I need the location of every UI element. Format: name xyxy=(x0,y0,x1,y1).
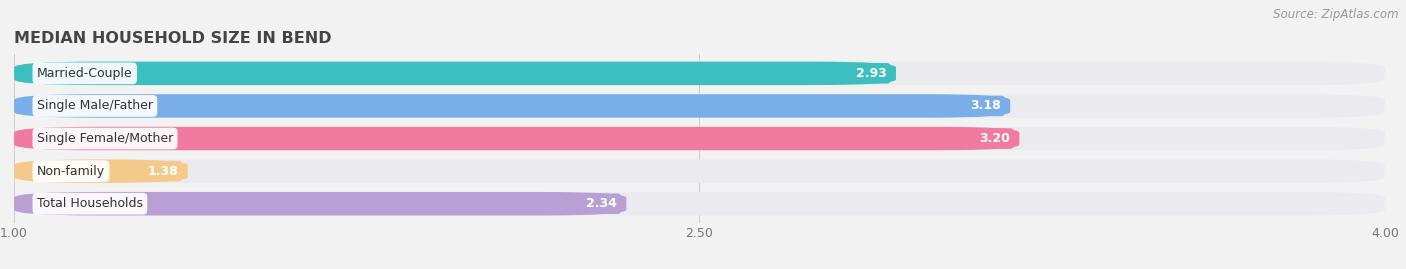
Text: Non-family: Non-family xyxy=(37,165,105,178)
FancyBboxPatch shape xyxy=(14,192,1385,215)
FancyBboxPatch shape xyxy=(14,160,1385,183)
Text: 2.93: 2.93 xyxy=(856,67,887,80)
Text: Single Female/Mother: Single Female/Mother xyxy=(37,132,173,145)
FancyBboxPatch shape xyxy=(14,62,1385,85)
FancyBboxPatch shape xyxy=(14,127,1019,150)
Text: 3.18: 3.18 xyxy=(970,100,1001,112)
Text: Total Households: Total Households xyxy=(37,197,143,210)
Text: Source: ZipAtlas.com: Source: ZipAtlas.com xyxy=(1274,8,1399,21)
Text: 3.20: 3.20 xyxy=(980,132,1010,145)
FancyBboxPatch shape xyxy=(14,127,1385,150)
Text: 1.38: 1.38 xyxy=(148,165,179,178)
FancyBboxPatch shape xyxy=(14,62,896,85)
Text: Single Male/Father: Single Male/Father xyxy=(37,100,153,112)
FancyBboxPatch shape xyxy=(14,94,1010,118)
Text: Married-Couple: Married-Couple xyxy=(37,67,132,80)
Text: 2.34: 2.34 xyxy=(586,197,617,210)
FancyBboxPatch shape xyxy=(14,192,627,215)
Text: MEDIAN HOUSEHOLD SIZE IN BEND: MEDIAN HOUSEHOLD SIZE IN BEND xyxy=(14,31,332,46)
FancyBboxPatch shape xyxy=(14,160,187,183)
FancyBboxPatch shape xyxy=(14,94,1385,118)
